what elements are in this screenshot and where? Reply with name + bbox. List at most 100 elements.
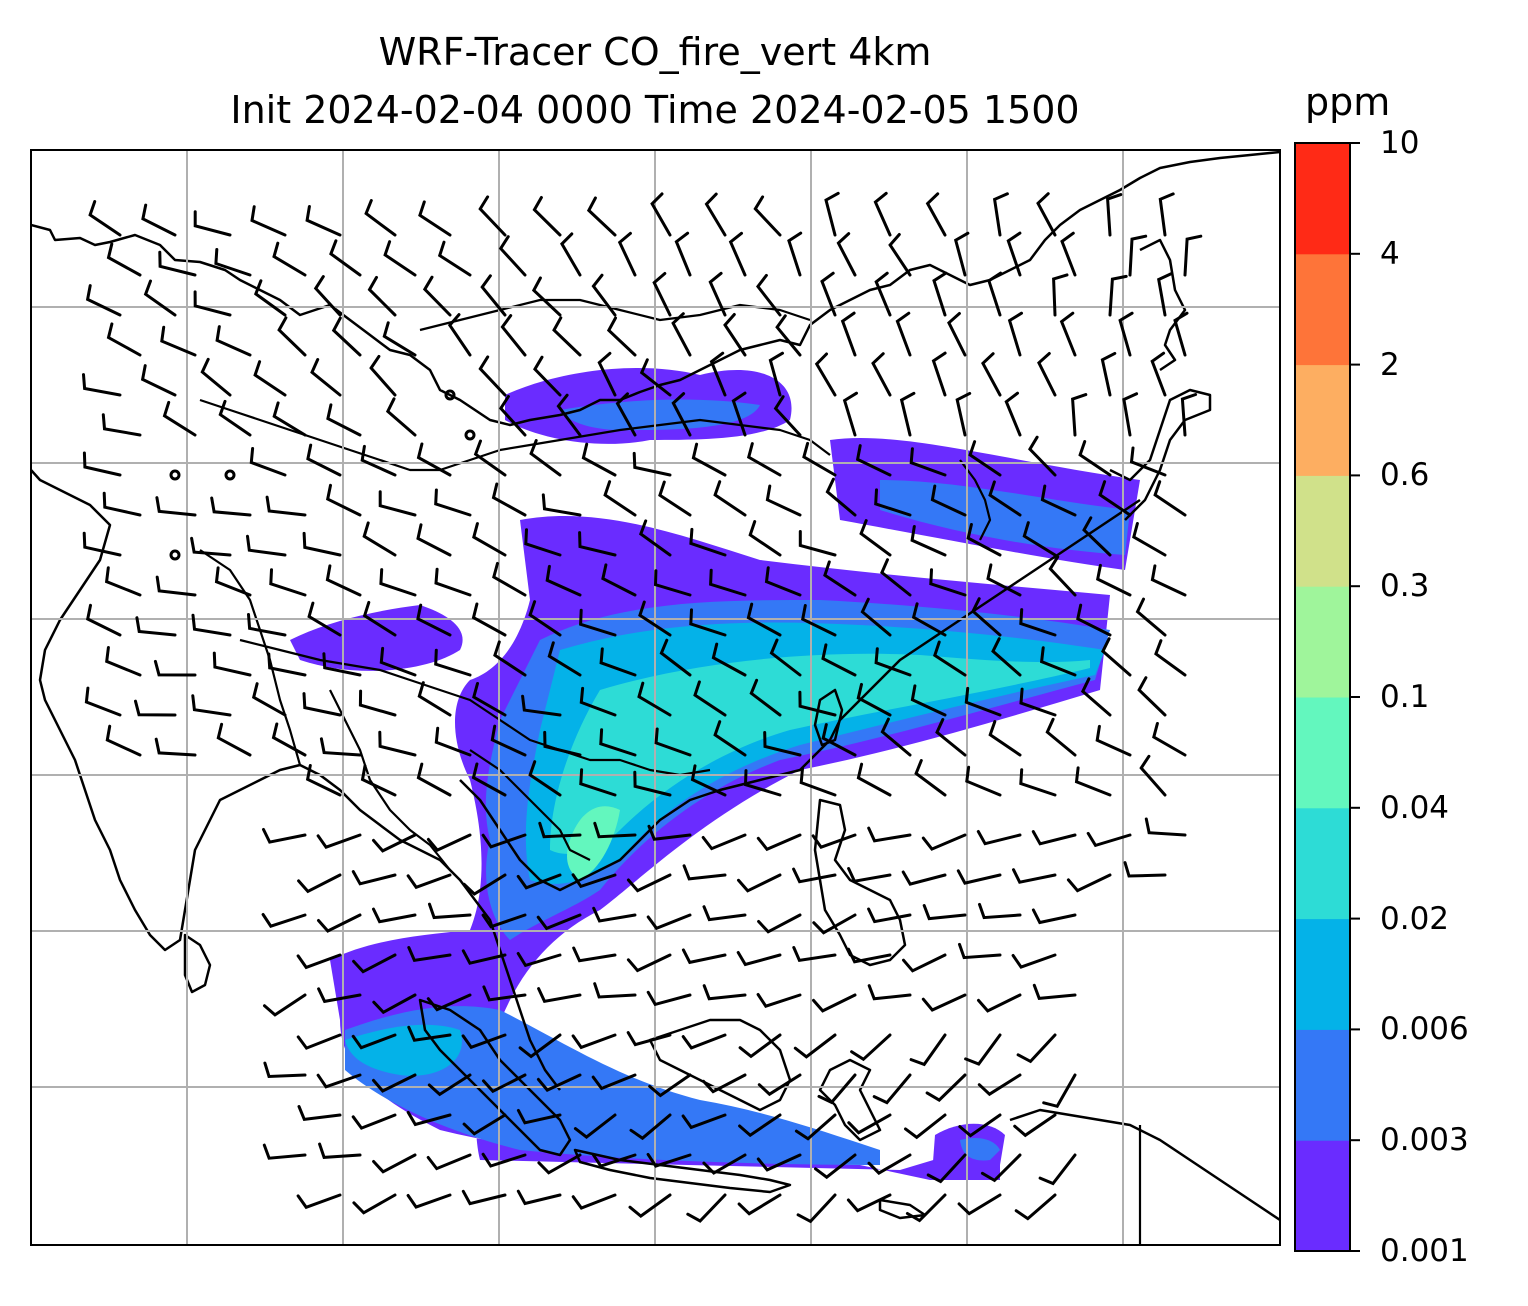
wind-barb — [481, 1152, 527, 1168]
wind-barb — [867, 984, 912, 1001]
wind-barb — [646, 913, 692, 931]
calm-wind-marker — [444, 389, 456, 401]
wind-barb — [1048, 555, 1077, 597]
wind-barb — [738, 1033, 782, 1059]
wind-barb — [746, 602, 782, 637]
wind-barb — [765, 484, 802, 517]
plume-east-blob-core — [960, 1138, 1000, 1161]
wind-barb — [1042, 1073, 1077, 1109]
wind-barb — [214, 248, 252, 277]
wind-barb — [823, 560, 857, 597]
wind-barb — [296, 953, 342, 970]
colorbar-segment — [1295, 475, 1350, 587]
wind-barb — [200, 357, 232, 397]
wind-barb — [528, 600, 562, 637]
wind-barb — [543, 730, 582, 757]
coastline-north-asia — [31, 150, 1280, 427]
wind-barb — [769, 638, 802, 677]
wind-barb — [305, 764, 342, 797]
wind-barb — [426, 993, 472, 1012]
wind-barb — [926, 1153, 967, 1184]
wind-barb — [840, 311, 857, 357]
wind-barb — [867, 826, 912, 843]
wind-barb — [1080, 677, 1112, 717]
wind-barb — [191, 694, 232, 717]
wind-barb — [325, 564, 362, 597]
wind-barb — [1076, 603, 1112, 637]
wind-barb — [571, 1193, 617, 1210]
wind-barb — [690, 764, 727, 797]
wind-barb — [1101, 637, 1132, 677]
wind-barb — [931, 351, 947, 397]
map-title-line1: WRF-Tracer CO_fire_vert 4km — [378, 30, 932, 74]
wind-barb — [369, 354, 397, 397]
wind-barb — [1031, 830, 1077, 846]
wind-barb — [593, 982, 637, 999]
wind-barb — [579, 768, 617, 797]
wind-barb — [316, 833, 362, 849]
wind-barb — [434, 648, 472, 677]
wind-barb — [709, 351, 727, 397]
wind-barb — [1031, 908, 1077, 925]
wind-barb — [689, 527, 727, 557]
wind-barb — [572, 946, 617, 963]
wind-barb — [859, 519, 892, 557]
wind-barb — [372, 1073, 417, 1093]
wind-barb — [1150, 351, 1167, 397]
wind-barb — [756, 993, 802, 1008]
wind-barb — [351, 1113, 397, 1130]
wind-barb — [532, 196, 562, 237]
wind-barb — [378, 730, 417, 757]
wind-barb — [88, 200, 122, 237]
wind-barb — [250, 205, 287, 237]
wind-barb — [141, 203, 177, 237]
colorbar-unit: ppm — [1305, 80, 1391, 124]
wind-barb — [416, 603, 452, 637]
wind-barb — [802, 441, 837, 477]
wind-barb — [801, 604, 837, 637]
wind-barb — [253, 360, 287, 397]
wind-barb — [691, 442, 727, 477]
wind-barb — [406, 873, 452, 890]
wind-barb — [798, 690, 837, 717]
wind-barb — [905, 1193, 947, 1223]
wind-barb — [538, 821, 582, 839]
wind-barb — [935, 718, 967, 757]
wind-barb — [516, 873, 562, 890]
wind-barb — [155, 575, 197, 597]
wind-barb — [82, 451, 122, 477]
wind-barb — [925, 1073, 967, 1102]
wind-barb — [481, 833, 527, 849]
calm-wind-marker — [169, 469, 181, 481]
wind-barb — [155, 496, 197, 517]
wind-barb — [296, 1193, 342, 1210]
wind-barb — [267, 652, 307, 677]
wind-barb — [1100, 351, 1117, 397]
wind-barb — [472, 522, 507, 557]
wind-barb — [955, 391, 972, 437]
wind-barb — [880, 717, 912, 757]
wind-barb — [426, 833, 472, 852]
wind-barb — [991, 637, 1022, 677]
wind-barb — [911, 602, 947, 637]
wind-barb — [914, 759, 947, 797]
wind-barb — [701, 833, 747, 851]
wind-barb — [1052, 273, 1069, 317]
wind-barb — [362, 600, 397, 637]
wind-barb — [874, 647, 912, 677]
wind-barb — [846, 1193, 892, 1213]
wind-barb — [792, 867, 837, 884]
border-himalaya — [199, 549, 302, 766]
wind-barb — [82, 531, 122, 557]
wind-barb — [956, 869, 1002, 885]
wind-barb — [617, 231, 637, 277]
wind-barb — [262, 1143, 307, 1160]
wind-barb — [407, 1025, 452, 1042]
wind-barb — [581, 442, 617, 477]
wind-barb — [1040, 484, 1077, 517]
plume-north-core — [560, 399, 760, 431]
gridlines — [31, 150, 1280, 1245]
wind-barb — [500, 314, 527, 357]
wind-barb — [85, 603, 122, 637]
colorbar-segment — [1295, 253, 1350, 366]
